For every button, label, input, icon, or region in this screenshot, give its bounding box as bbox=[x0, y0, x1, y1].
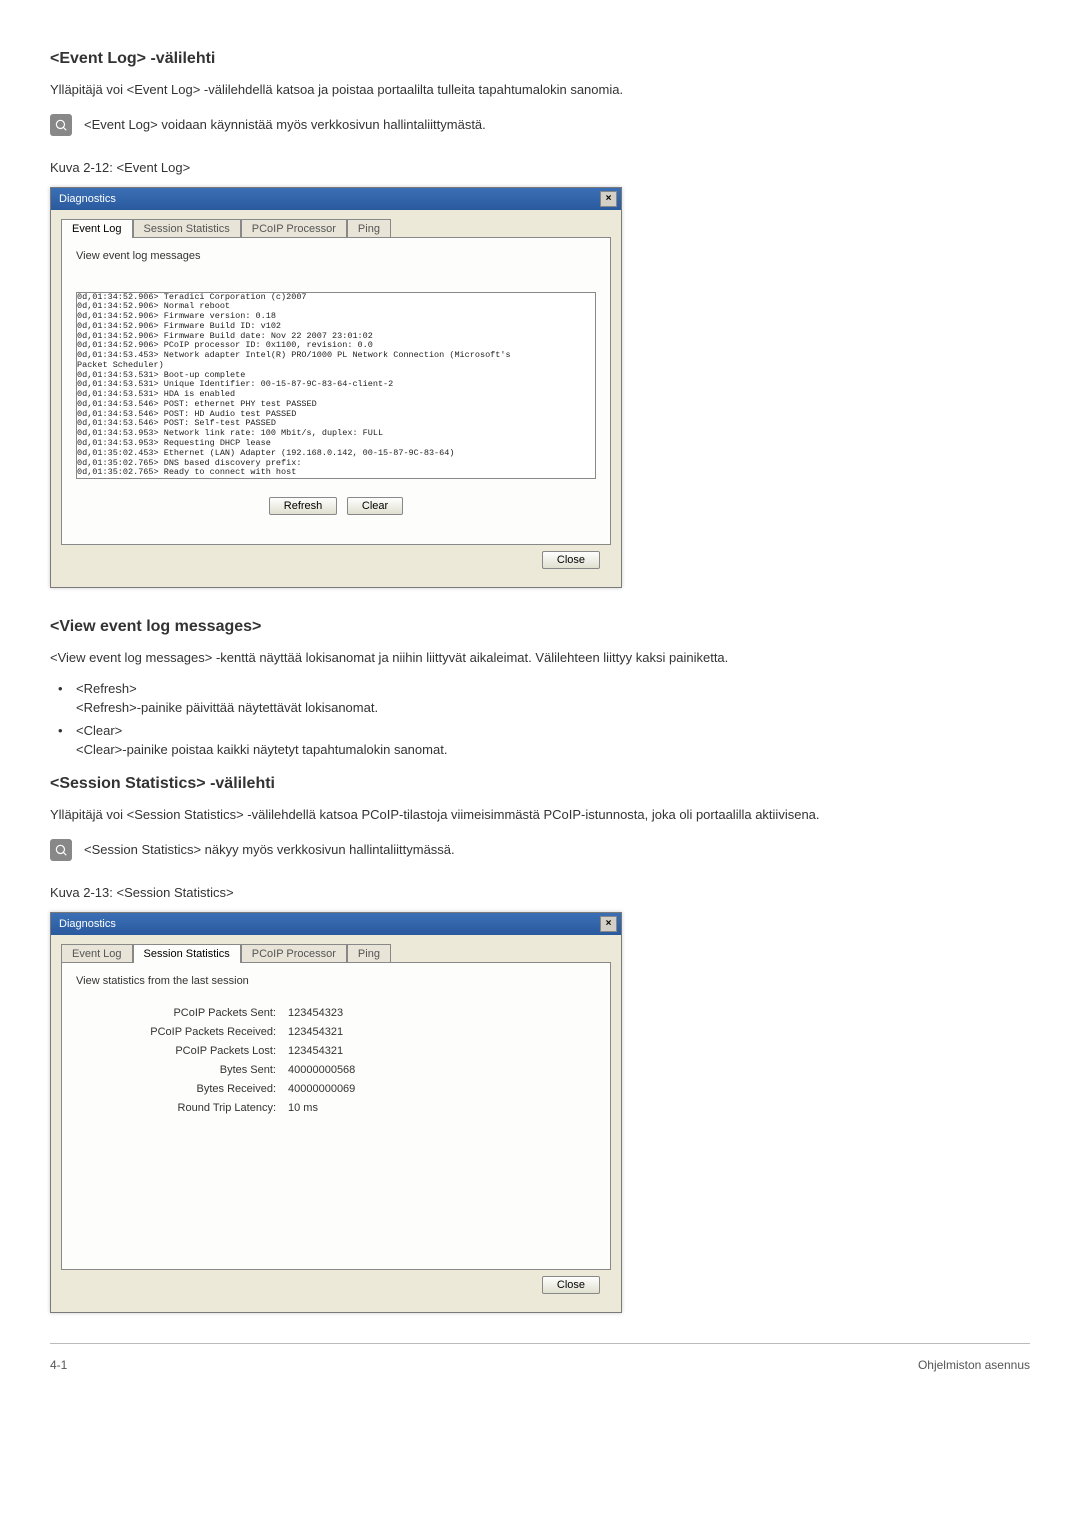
figure-caption: Kuva 2-13: <Session Statistics> bbox=[50, 885, 1030, 900]
stats-label: PCoIP Packets Received: bbox=[76, 1026, 288, 1038]
section-heading: <Session Statistics> -välilehti bbox=[50, 775, 1030, 793]
stats-value: 40000000069 bbox=[288, 1083, 355, 1095]
event-log-textbox[interactable]: 0d,01:34:52.906> Teradici Corporation (c… bbox=[76, 292, 596, 480]
dialog-titlebar: Diagnostics × bbox=[51, 913, 621, 935]
tab-panel: View event log messages 0d,01:34:52.906>… bbox=[61, 237, 611, 545]
stats-value: 40000000568 bbox=[288, 1064, 355, 1076]
stats-row: PCoIP Packets Lost: 123454321 bbox=[76, 1045, 596, 1057]
bullet-label: <Refresh> bbox=[76, 681, 137, 696]
tab-pcoip-processor[interactable]: PCoIP Processor bbox=[241, 944, 347, 963]
list-item: <Clear> <Clear>-painike poistaa kaikki n… bbox=[54, 723, 1030, 757]
note-row: <Event Log> voidaan käynnistää myös verk… bbox=[50, 114, 1030, 136]
bullet-desc: <Clear>-painike poistaa kaikki näytetyt … bbox=[76, 742, 1030, 757]
stats-value: 123454323 bbox=[288, 1007, 343, 1019]
section-heading: <Event Log> -välilehti bbox=[50, 50, 1030, 68]
tab-row: Event Log Session Statistics PCoIP Proce… bbox=[61, 943, 611, 962]
section-intro: <View event log messages> -kenttä näyttä… bbox=[50, 648, 1030, 668]
section-heading: <View event log messages> bbox=[50, 618, 1030, 636]
footer-rule bbox=[50, 1343, 1030, 1344]
bullet-desc: <Refresh>-painike päivittää näytettävät … bbox=[76, 700, 1030, 715]
dialog-titlebar: Diagnostics × bbox=[51, 188, 621, 210]
tab-session-statistics[interactable]: Session Statistics bbox=[133, 219, 241, 238]
dialog-title: Diagnostics bbox=[59, 193, 116, 205]
stats-table: PCoIP Packets Sent: 123454323 PCoIP Pack… bbox=[76, 1007, 596, 1114]
section-intro: Ylläpitäjä voi <Event Log> -välilehdellä… bbox=[50, 80, 1030, 100]
footer-title: Ohjelmiston asennus bbox=[918, 1358, 1030, 1372]
tab-panel: View statistics from the last session PC… bbox=[61, 962, 611, 1270]
tab-pcoip-processor[interactable]: PCoIP Processor bbox=[241, 219, 347, 238]
stats-value: 123454321 bbox=[288, 1045, 343, 1057]
tab-row: Event Log Session Statistics PCoIP Proce… bbox=[61, 218, 611, 237]
tab-session-statistics[interactable]: Session Statistics bbox=[133, 944, 241, 963]
bullet-label: <Clear> bbox=[76, 723, 122, 738]
tab-event-log[interactable]: Event Log bbox=[61, 944, 133, 963]
list-item: <Refresh> <Refresh>-painike päivittää nä… bbox=[54, 681, 1030, 715]
stats-row: Bytes Received: 40000000069 bbox=[76, 1083, 596, 1095]
page-number: 4-1 bbox=[50, 1358, 67, 1372]
note-icon bbox=[50, 114, 72, 136]
close-icon[interactable]: × bbox=[600, 191, 617, 207]
dialog-title: Diagnostics bbox=[59, 918, 116, 930]
stats-label: Round Trip Latency: bbox=[76, 1102, 288, 1114]
stats-label: PCoIP Packets Lost: bbox=[76, 1045, 288, 1057]
bullet-list: <Refresh> <Refresh>-painike päivittää nä… bbox=[50, 681, 1030, 757]
clear-button[interactable]: Clear bbox=[347, 497, 403, 515]
note-row: <Session Statistics> näkyy myös verkkosi… bbox=[50, 839, 1030, 861]
stats-row: Round Trip Latency: 10 ms bbox=[76, 1102, 596, 1114]
diagnostics-dialog-eventlog: Diagnostics × Event Log Session Statisti… bbox=[50, 187, 622, 588]
note-text: <Event Log> voidaan käynnistää myös verk… bbox=[84, 114, 486, 132]
stats-value: 10 ms bbox=[288, 1102, 318, 1114]
note-text: <Session Statistics> näkyy myös verkkosi… bbox=[84, 839, 455, 857]
tab-ping[interactable]: Ping bbox=[347, 219, 391, 238]
stats-label: Bytes Received: bbox=[76, 1083, 288, 1095]
note-icon bbox=[50, 839, 72, 861]
tab-ping[interactable]: Ping bbox=[347, 944, 391, 963]
stats-row: PCoIP Packets Sent: 123454323 bbox=[76, 1007, 596, 1019]
tab-event-log[interactable]: Event Log bbox=[61, 219, 133, 238]
refresh-button[interactable]: Refresh bbox=[269, 497, 338, 515]
stats-label: Bytes Sent: bbox=[76, 1064, 288, 1076]
close-icon[interactable]: × bbox=[600, 916, 617, 932]
close-button[interactable]: Close bbox=[542, 551, 600, 569]
panel-heading: View event log messages bbox=[76, 250, 596, 262]
section-intro: Ylläpitäjä voi <Session Statistics> -väl… bbox=[50, 805, 1030, 825]
page-footer: 4-1 Ohjelmiston asennus bbox=[50, 1350, 1030, 1372]
stats-label: PCoIP Packets Sent: bbox=[76, 1007, 288, 1019]
stats-row: PCoIP Packets Received: 123454321 bbox=[76, 1026, 596, 1038]
panel-heading: View statistics from the last session bbox=[76, 975, 596, 987]
stats-row: Bytes Sent: 40000000568 bbox=[76, 1064, 596, 1076]
diagnostics-dialog-sessionstats: Diagnostics × Event Log Session Statisti… bbox=[50, 912, 622, 1313]
stats-value: 123454321 bbox=[288, 1026, 343, 1038]
close-button[interactable]: Close bbox=[542, 1276, 600, 1294]
figure-caption: Kuva 2-12: <Event Log> bbox=[50, 160, 1030, 175]
